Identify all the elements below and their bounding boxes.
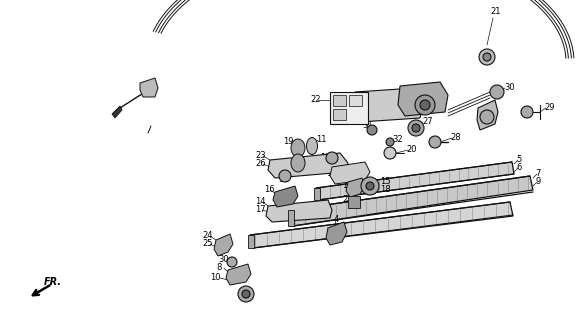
Text: 25: 25: [202, 239, 212, 249]
Text: 17: 17: [255, 205, 265, 214]
Circle shape: [238, 286, 254, 302]
Polygon shape: [273, 186, 298, 207]
Text: 19: 19: [283, 138, 294, 147]
Polygon shape: [346, 178, 365, 197]
Circle shape: [420, 100, 430, 110]
Text: 19: 19: [320, 154, 331, 163]
Text: 7: 7: [535, 170, 541, 179]
Text: 3: 3: [240, 293, 245, 302]
Circle shape: [408, 120, 424, 136]
Polygon shape: [250, 202, 513, 248]
Circle shape: [242, 290, 250, 298]
Circle shape: [366, 182, 374, 190]
Text: 16: 16: [264, 186, 275, 195]
Text: 32: 32: [392, 135, 403, 145]
Text: 29: 29: [544, 103, 554, 113]
Circle shape: [479, 49, 495, 65]
Text: 15: 15: [380, 178, 391, 187]
Text: 28: 28: [450, 133, 460, 142]
Text: 14: 14: [255, 197, 265, 206]
Polygon shape: [316, 162, 514, 200]
Circle shape: [326, 152, 338, 164]
Polygon shape: [140, 78, 158, 97]
Bar: [333, 95, 346, 106]
Circle shape: [279, 170, 291, 182]
Circle shape: [483, 53, 491, 61]
Bar: [349, 95, 362, 106]
Text: 1: 1: [342, 181, 347, 190]
Text: 10: 10: [210, 274, 220, 283]
Text: 31: 31: [362, 121, 373, 130]
Circle shape: [367, 125, 377, 135]
Circle shape: [429, 136, 441, 148]
Text: 24: 24: [202, 231, 212, 241]
Polygon shape: [248, 235, 254, 248]
Circle shape: [521, 106, 533, 118]
Text: 4: 4: [334, 215, 339, 225]
Polygon shape: [398, 82, 448, 116]
Text: 23: 23: [255, 151, 265, 161]
Text: 20: 20: [406, 146, 417, 155]
Text: 13: 13: [326, 170, 336, 179]
Circle shape: [490, 85, 504, 99]
Circle shape: [412, 124, 420, 132]
Text: 30: 30: [218, 255, 228, 265]
Polygon shape: [330, 162, 370, 184]
Circle shape: [227, 257, 237, 267]
Polygon shape: [314, 188, 320, 200]
Text: 30: 30: [278, 175, 288, 185]
Ellipse shape: [291, 139, 305, 157]
Polygon shape: [112, 106, 122, 118]
Polygon shape: [326, 222, 347, 245]
Circle shape: [480, 110, 494, 124]
Polygon shape: [477, 100, 498, 130]
Text: 18: 18: [380, 186, 391, 195]
Polygon shape: [226, 264, 251, 285]
Ellipse shape: [291, 154, 305, 172]
Text: 5: 5: [516, 156, 521, 164]
Polygon shape: [268, 153, 348, 178]
Text: FR.: FR.: [44, 277, 62, 287]
Ellipse shape: [306, 138, 317, 155]
Bar: [348, 196, 360, 208]
Text: 12: 12: [326, 161, 336, 170]
Text: 6: 6: [516, 164, 522, 172]
Text: 30: 30: [504, 84, 515, 92]
Text: 27: 27: [422, 117, 433, 126]
Bar: [330, 92, 368, 124]
Polygon shape: [266, 200, 332, 222]
Text: 9: 9: [535, 178, 540, 187]
Text: 2: 2: [342, 196, 347, 204]
Text: 8: 8: [216, 263, 222, 273]
Text: 11: 11: [316, 135, 327, 145]
Text: 21: 21: [490, 7, 500, 17]
Bar: [333, 109, 346, 120]
Polygon shape: [352, 88, 425, 122]
Circle shape: [361, 177, 379, 195]
Polygon shape: [288, 210, 294, 226]
Polygon shape: [214, 234, 233, 256]
Polygon shape: [290, 176, 533, 226]
Circle shape: [415, 95, 435, 115]
Text: 26: 26: [255, 159, 265, 169]
Text: 22: 22: [310, 95, 320, 105]
Circle shape: [384, 147, 396, 159]
Circle shape: [386, 138, 394, 146]
